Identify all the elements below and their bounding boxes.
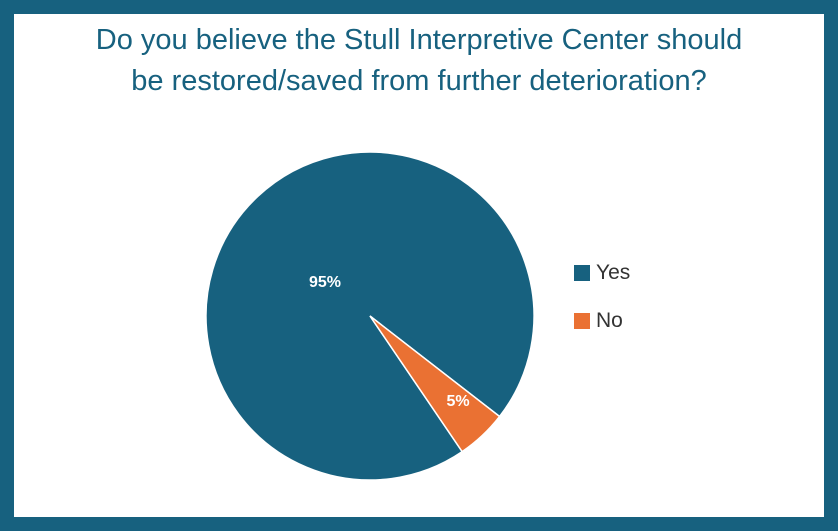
legend-item-no: No — [574, 309, 630, 332]
chart-title-line-1: Do you believe the Stull Interpretive Ce… — [95, 24, 743, 56]
pie-slice-no — [369, 315, 501, 453]
legend-label-yes: Yes — [596, 261, 631, 284]
legend-item-yes: Yes — [574, 261, 631, 284]
legend-label-no: No — [596, 309, 623, 332]
data-label-no: 5% — [446, 393, 469, 410]
data-label-yes: 95% — [309, 274, 341, 291]
legend: Yes No — [574, 261, 631, 358]
legend-swatch-no — [574, 313, 590, 329]
legend-swatch-yes — [574, 265, 590, 281]
chart-title: Do you believe the Stull Interpretive Ce… — [14, 20, 824, 102]
chart-title-line-2: be restored/saved from further deteriora… — [131, 65, 707, 97]
